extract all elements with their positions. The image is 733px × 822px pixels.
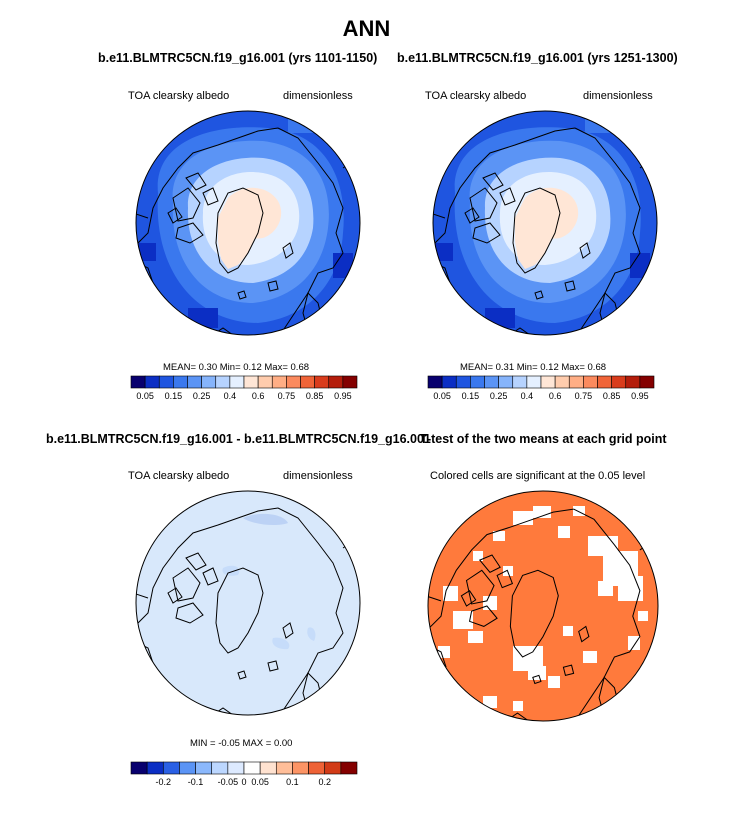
panel-2-colorbar-cell [597, 375, 612, 389]
panel-1-colorbar-tick-label: 0.15 [164, 391, 183, 401]
panel-1-colorbar-cell [328, 375, 344, 389]
panel-1-colorbar-tick-label: 0.05 [136, 391, 154, 401]
panel-2-colorbar-cell [625, 375, 641, 389]
panel-1-title: b.e11.BLMTRC5CN.f19_g16.001 (yrs 1101-11… [98, 51, 378, 65]
panel-2-colorbar-tick-label: 0.4 [520, 391, 534, 401]
panel-2-colorbar-cell [639, 375, 655, 389]
panel-1-colorbar-cell [314, 375, 330, 389]
panel-3-colorbar-tick-label: 0.1 [286, 777, 299, 787]
panel-2-colorbar-cell [455, 375, 471, 389]
panel-4-title: T-test of the two means at each grid poi… [420, 432, 667, 446]
panel-1-colorbar-cell [130, 375, 146, 389]
panel-2-colorbar-cell [554, 375, 570, 389]
panel-3-colorbar-cell [340, 761, 358, 775]
panel-1-colorbar-cell [243, 375, 259, 389]
panel-3-colorbar-cell [195, 761, 213, 775]
panel-2-colorbar-tick-label: 0.25 [489, 391, 508, 401]
panel-1-colorbar-cell [300, 375, 315, 389]
panel-1-colorbar-cell [201, 375, 217, 389]
panel-2-colorbar-tick-label: 0.6 [548, 391, 562, 401]
panel-3-colorbar-tick-label: -0.1 [187, 777, 204, 787]
panel-1-units-label: dimensionless [283, 90, 353, 102]
panel-3-colorbar-cell [292, 761, 309, 775]
panel-3-colorbar-cell [179, 761, 196, 775]
panel-2-colorbar-cell [427, 375, 443, 389]
panel-2-map [432, 110, 658, 336]
panel-3-colorbar-cell [130, 761, 148, 775]
panel-3-colorbar-tick-label: -0.05 [217, 777, 239, 787]
panel-4-significance-label: Colored cells are significant at the 0.0… [430, 470, 646, 482]
panel-1-variable-label: TOA clearsky albedo [128, 90, 230, 102]
panel-3-colorbar-cell [243, 761, 261, 775]
panel-1-colorbar-tick-label: 0.85 [305, 391, 324, 401]
panel-1-colorbar-cell [144, 375, 160, 389]
panel-2-colorbar-tick-label: 0.05 [433, 391, 451, 401]
panel-3-colorbar-cell [162, 761, 180, 775]
panel-1-colorbar-cell [187, 375, 202, 389]
panel-2-colorbar-cell [484, 375, 499, 389]
panel-2-colorbar-cell [512, 375, 528, 389]
panel-2-colorbar-cell [540, 375, 556, 389]
panel-3-colorbar-tick-label: 0 [241, 777, 247, 787]
panel-2-colorbar-tick-label: 0.95 [631, 391, 649, 401]
panel-2-colorbar-tick-label: 0.85 [602, 391, 621, 401]
panel-3-colorbar-tick-label: 0.05 [251, 777, 269, 787]
panel-1-colorbar-cell [342, 375, 358, 389]
panel-1-colorbar-cell [158, 375, 174, 389]
panel-1-colorbar-tick-label: 0.25 [192, 391, 211, 401]
panel-2-colorbar-cell [441, 375, 457, 389]
panel-2-units-label: dimensionless [583, 90, 653, 102]
panel-2-colorbar-cell [526, 375, 542, 389]
panel-3-colorbar-cell [146, 761, 164, 775]
panel-1-colorbar-cell [215, 375, 231, 389]
panel-2-colorbar-tick-label: 0.75 [574, 391, 593, 401]
panel-3-colorbar-cell [308, 761, 326, 775]
panel-2-colorbar-cell [470, 375, 485, 389]
panel-1-colorbar-cell [286, 375, 301, 389]
panel-3-variable-label: TOA clearsky albedo [128, 470, 230, 482]
panel-3-stats: MIN = -0.05 MAX = 0.00 [190, 738, 293, 749]
panel-2-stats: MEAN= 0.31 Min= 0.12 Max= 0.68 [460, 362, 607, 373]
panel-3-colorbar-cell [259, 761, 277, 775]
panel-1-colorbar-cell [271, 375, 287, 389]
panel-1-colorbar-tick-label: 0.75 [277, 391, 296, 401]
panel-1-colorbar-tick-label: 0.4 [223, 391, 237, 401]
panel-3-colorbar-tick-label: -0.2 [155, 777, 172, 787]
figure-title: ANN [342, 16, 391, 41]
panel-3-map [135, 490, 361, 716]
panel-3-colorbar-cell [324, 761, 342, 775]
panel-3-colorbar-cell [275, 761, 293, 775]
panel-2-variable-label: TOA clearsky albedo [425, 90, 527, 102]
panel-3-colorbar-cell [227, 761, 245, 775]
panel-2-colorbar-cell [583, 375, 598, 389]
panel-1-colorbar-cell [173, 375, 188, 389]
panel-1-colorbar-tick-label: 0.6 [251, 391, 265, 401]
panel-1-colorbar-cell [229, 375, 245, 389]
panel-1-colorbar-tick-label: 0.95 [334, 391, 352, 401]
panel-1-stats: MEAN= 0.30 Min= 0.12 Max= 0.68 [163, 362, 310, 373]
panel-1-colorbar [130, 375, 358, 389]
panel-2-colorbar-cell [568, 375, 584, 389]
panel-2-colorbar-tick-label: 0.15 [461, 391, 480, 401]
panel-4-map [427, 490, 659, 722]
panel-2-colorbar-cell [498, 375, 514, 389]
panel-3-colorbar-tick-label: 0.2 [318, 777, 331, 787]
panel-2-colorbar-cell [611, 375, 627, 389]
panel-2-colorbar [427, 375, 655, 389]
panel-1-colorbar-cell [257, 375, 273, 389]
panel-2-title: b.e11.BLMTRC5CN.f19_g16.001 (yrs 1251-13… [397, 51, 678, 65]
panel-3-colorbar [130, 761, 358, 775]
panel-3-title: b.e11.BLMTRC5CN.f19_g16.001 - b.e11.BLMT… [46, 432, 431, 446]
panel-3-units-label: dimensionless [283, 470, 353, 482]
panel-3-colorbar-cell [211, 761, 229, 775]
panel-1-map [135, 110, 361, 336]
